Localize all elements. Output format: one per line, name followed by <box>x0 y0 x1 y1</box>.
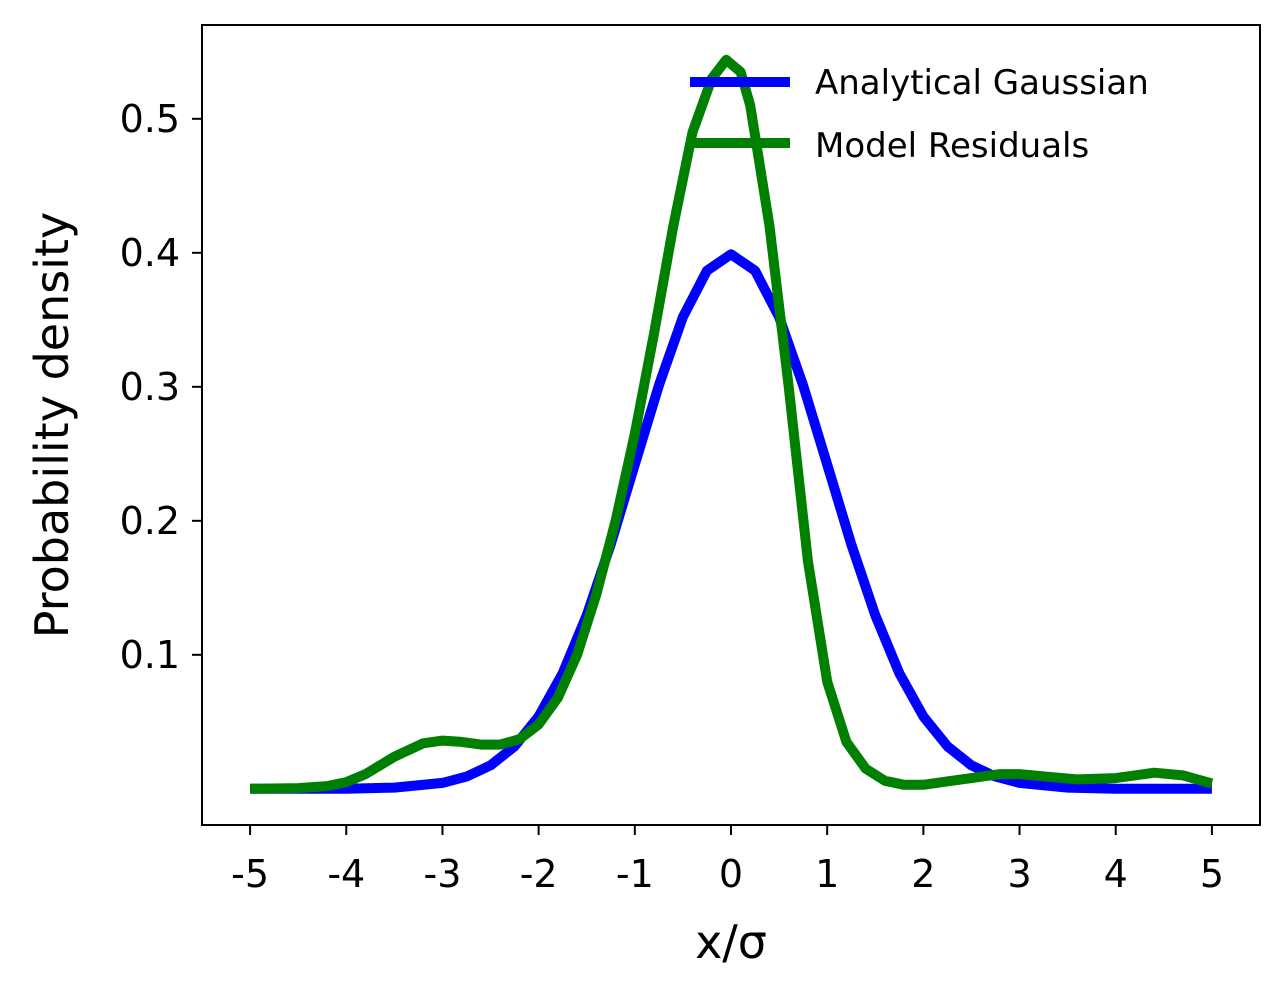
x-tick-label: -3 <box>424 852 462 896</box>
x-tick-label: -2 <box>520 852 558 896</box>
legend-label-model-residuals: Model Residuals <box>815 126 1089 166</box>
x-tick-label: -4 <box>327 852 365 896</box>
x-tick-label: 4 <box>1104 852 1128 896</box>
x-tick-label: 5 <box>1200 852 1224 896</box>
y-tick-label: 0.2 <box>120 499 180 543</box>
y-axis-ticks: 0.1 0.2 0.3 0.4 0.5 <box>120 97 202 677</box>
x-tick-label: 3 <box>1007 852 1031 896</box>
legend-label-analytical-gaussian: Analytical Gaussian <box>815 63 1149 103</box>
y-tick-label: 0.4 <box>120 231 180 275</box>
x-axis-label: x/σ <box>695 915 767 969</box>
x-tick-label: 2 <box>911 852 935 896</box>
y-tick-label: 0.5 <box>120 97 180 141</box>
y-tick-label: 0.3 <box>120 365 180 409</box>
y-tick-label: 0.1 <box>120 633 180 677</box>
x-tick-label: 1 <box>815 852 839 896</box>
series-layer <box>250 54 1214 794</box>
x-tick-label: -1 <box>616 852 654 896</box>
series-line-model-residuals <box>250 54 1214 794</box>
x-tick-label: 0 <box>719 852 743 896</box>
plot-area <box>202 25 1260 825</box>
legend: Analytical Gaussian Model Residuals <box>690 63 1149 166</box>
y-axis-label: Probability density <box>25 212 79 638</box>
x-axis-ticks: -5 -4 -3 -2 -1 0 1 2 3 4 5 <box>231 825 1224 896</box>
x-tick-label: -5 <box>231 852 269 896</box>
